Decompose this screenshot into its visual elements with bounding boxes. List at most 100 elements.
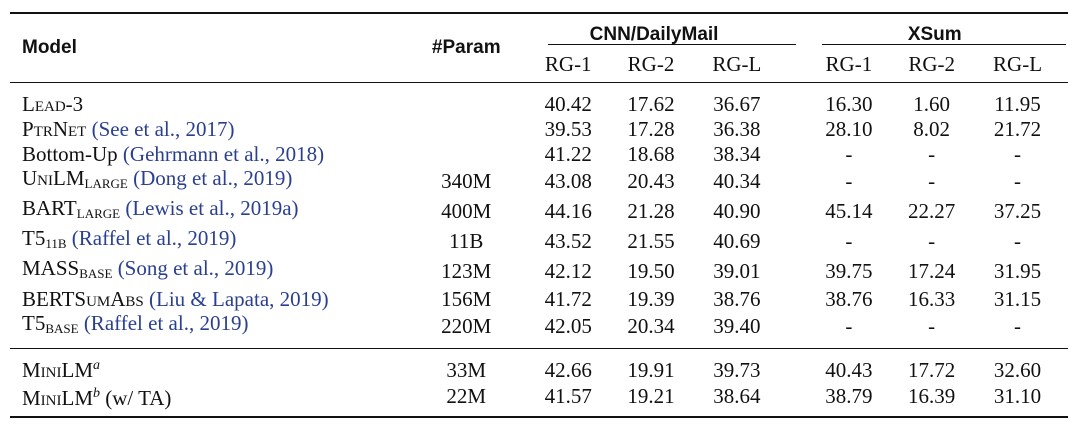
model-size-subscript: LARGE — [84, 176, 128, 191]
score-cell: - — [1014, 169, 1022, 193]
param-cell: 340M — [441, 169, 492, 193]
model-cell: MiniLMa — [22, 341, 406, 382]
header-row-1: Model #Param CNN/DailyMail XSum — [22, 12, 1062, 58]
table-row: Bottom-Up (Gehrmann et al., 2018) 41.22 18… — [22, 141, 1062, 166]
model-size-subscript: LARGE — [76, 206, 121, 221]
score-cell: 31.10 — [993, 384, 1042, 408]
model-name: Bottom-Up — [22, 141, 118, 166]
citation-link[interactable]: (Gehrmann et al., 2018) — [122, 141, 325, 166]
score-cell: 36.38 — [713, 116, 761, 141]
model-name: MASS — [22, 256, 80, 280]
score-cell: 16.30 — [825, 92, 873, 116]
score-cell: - — [928, 314, 936, 338]
citation-link[interactable]: (Song et al., 2019) — [117, 256, 274, 280]
results-table: Model #Param CNN/DailyMail XSum RG-1 RG-… — [22, 12, 1062, 410]
model-name: PtrNet — [22, 116, 87, 141]
score-cell: 8.02 — [913, 116, 951, 141]
param-cell — [406, 116, 527, 141]
citation-link[interactable]: (Raffel et al., 2019) — [71, 226, 237, 250]
score-cell: - — [928, 141, 936, 166]
citation-link[interactable]: (See et al., 2017) — [91, 116, 235, 141]
score-cell: 11.95 — [994, 92, 1041, 116]
score-cell: 41.22 — [544, 141, 592, 166]
metric-header: RG-L — [993, 51, 1043, 76]
model-cell: MASSBASE (Song et al., 2019) — [22, 256, 406, 286]
model-variant-superscript: a — [93, 358, 100, 373]
model-cell: BARTLARGE (Lewis et al., 2019a) — [22, 196, 406, 226]
score-cell: - — [928, 169, 936, 193]
model-name: MiniLM — [22, 358, 93, 382]
model-variant-superscript: b — [93, 386, 100, 401]
citation-link[interactable]: (Lewis et al., 2019a) — [125, 196, 299, 220]
score-cell: 37.25 — [993, 199, 1042, 223]
score-cell: 42.66 — [544, 358, 592, 382]
param-cell: 220M — [441, 314, 492, 338]
score-cell: 42.12 — [544, 259, 592, 283]
score-cell: 38.64 — [713, 384, 761, 408]
score-cell: 41.57 — [544, 384, 592, 408]
score-cell: 19.91 — [627, 358, 675, 382]
xsum-group-underline — [822, 44, 1066, 45]
table-row: Lead-3 40.42 17.62 36.67 16.30 1.60 11.95 — [22, 80, 1062, 116]
param-cell: 156M — [441, 286, 492, 311]
param-cell: 33M — [446, 358, 487, 382]
param-header: #Param — [431, 37, 501, 58]
score-cell: 20.34 — [627, 314, 675, 338]
model-size-subscript: BASE — [79, 266, 113, 281]
citation-link[interactable]: (Raffel et al., 2019) — [83, 311, 249, 335]
score-cell: 45.14 — [825, 199, 873, 223]
header-rule — [10, 82, 1068, 83]
score-cell: 17.28 — [627, 116, 675, 141]
score-cell: 43.08 — [544, 169, 592, 193]
score-cell: 28.10 — [825, 116, 873, 141]
citation-link[interactable]: (Liu & Lapata, 2019) — [149, 286, 329, 311]
bottom-rule — [10, 416, 1068, 418]
score-cell: 31.95 — [993, 259, 1042, 283]
metric-header: RG-1 — [544, 51, 592, 76]
table-row: MiniLMa 33M 42.66 19.91 39.73 40.43 17.72 32.60 — [22, 341, 1062, 382]
metric-header: RG-2 — [908, 51, 955, 76]
cnn-group-underline — [548, 44, 796, 45]
score-cell: 38.76 — [825, 286, 873, 311]
score-cell: - — [1014, 314, 1022, 338]
model-name: Lead-3 — [22, 92, 84, 116]
section-rule — [10, 348, 1068, 349]
score-cell: 39.01 — [713, 259, 761, 283]
model-name: MiniLM — [22, 386, 93, 410]
score-cell: 40.34 — [713, 169, 761, 193]
table-row: T511B (Raffel et al., 2019) 11B 43.52 21.55… — [22, 226, 1062, 256]
score-cell: 21.55 — [627, 229, 675, 253]
model-cell: Bottom-Up (Gehrmann et al., 2018) — [22, 141, 406, 166]
score-cell: 19.50 — [627, 259, 675, 283]
score-cell: 22.27 — [908, 199, 956, 223]
top-rule — [10, 12, 1068, 14]
score-cell: - — [845, 314, 853, 338]
score-cell: 21.28 — [627, 199, 675, 223]
model-size-subscript: BASE — [45, 321, 79, 336]
group-gap — [781, 256, 807, 286]
score-cell: 21.72 — [993, 116, 1042, 141]
score-cell: - — [928, 229, 936, 253]
model-cell: PtrNet (See et al., 2017) — [22, 116, 406, 141]
score-cell: 16.39 — [908, 384, 956, 408]
score-cell: 38.34 — [713, 141, 761, 166]
score-cell: 17.72 — [908, 358, 956, 382]
param-cell — [406, 141, 527, 166]
param-cell: 22M — [446, 384, 487, 408]
table-row: UniLMLARGE (Dong et al., 2019) 340M 43.08 2… — [22, 166, 1062, 196]
table-row: BERTSumAbs (Liu & Lapata, 2019) 156M 41.72… — [22, 286, 1062, 311]
group-gap — [781, 226, 807, 256]
score-cell: 40.42 — [544, 92, 592, 116]
score-cell: - — [1014, 229, 1022, 253]
citation-link[interactable]: (Dong et al., 2019) — [133, 166, 293, 190]
group-gap — [781, 80, 807, 116]
score-cell: 39.53 — [544, 116, 592, 141]
metric-header: RG-2 — [627, 51, 675, 76]
model-name: T5 — [22, 226, 46, 250]
group-gap — [781, 382, 807, 410]
model-cell: T511B (Raffel et al., 2019) — [22, 226, 406, 256]
model-cell: T5BASE (Raffel et al., 2019) — [22, 311, 406, 341]
model-name: BERTSumAbs — [22, 286, 144, 311]
model-header: Model — [22, 37, 77, 58]
score-cell: 40.43 — [825, 358, 873, 382]
